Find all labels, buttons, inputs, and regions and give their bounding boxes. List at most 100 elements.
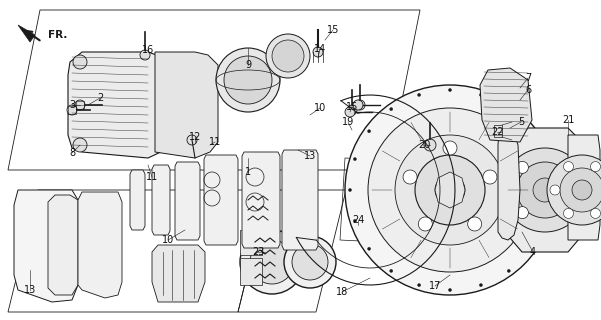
Circle shape [529,247,532,250]
Text: 11: 11 [209,137,221,147]
Circle shape [468,217,481,231]
Polygon shape [505,128,585,252]
Polygon shape [18,25,35,42]
Circle shape [591,162,600,172]
Text: 17: 17 [429,281,441,291]
Circle shape [75,100,85,110]
Polygon shape [435,172,465,208]
Polygon shape [68,52,172,158]
Text: 5: 5 [518,117,524,127]
Circle shape [529,130,532,133]
Polygon shape [155,52,218,158]
Text: 6: 6 [525,85,531,95]
Circle shape [349,188,352,191]
Text: 15: 15 [327,25,339,35]
Circle shape [424,139,436,151]
Circle shape [533,178,557,202]
Circle shape [561,161,573,173]
Circle shape [564,208,573,218]
Circle shape [517,162,573,218]
Circle shape [516,207,528,219]
Circle shape [353,100,363,110]
Circle shape [389,269,392,272]
Circle shape [353,157,356,161]
Circle shape [544,220,546,222]
Circle shape [345,107,355,117]
Circle shape [395,135,505,245]
Circle shape [313,47,323,57]
Text: 13: 13 [24,285,36,295]
Circle shape [418,93,421,96]
Polygon shape [152,245,205,302]
Circle shape [549,188,552,191]
Circle shape [345,85,555,295]
Circle shape [224,56,272,104]
Circle shape [73,138,87,152]
Text: 3: 3 [69,100,75,110]
Text: 10: 10 [314,103,326,113]
Polygon shape [498,110,520,240]
Text: 14: 14 [314,44,326,54]
Circle shape [418,217,432,231]
Text: 7: 7 [525,73,531,83]
Circle shape [266,34,310,78]
Text: 22: 22 [491,127,503,137]
Polygon shape [152,165,170,235]
Circle shape [67,105,77,115]
Circle shape [516,161,528,173]
Circle shape [355,100,365,110]
Circle shape [564,162,573,172]
Text: 15: 15 [346,102,358,112]
Circle shape [292,244,328,280]
Text: 20: 20 [418,140,430,150]
Circle shape [140,50,150,60]
Text: 18: 18 [336,287,348,297]
Circle shape [272,40,304,72]
Circle shape [240,230,304,294]
Text: 21: 21 [562,115,574,125]
Polygon shape [78,192,122,298]
Circle shape [572,180,592,200]
Circle shape [483,170,497,184]
Polygon shape [175,162,200,240]
Circle shape [418,284,421,287]
Circle shape [507,108,510,111]
Text: 1: 1 [245,167,251,177]
Circle shape [480,284,483,287]
Circle shape [353,220,356,222]
Text: 2: 2 [97,93,103,103]
Text: 13: 13 [304,151,316,161]
Circle shape [547,155,601,225]
Circle shape [503,148,587,232]
Text: 12: 12 [189,132,201,142]
Circle shape [73,55,87,69]
Circle shape [284,236,336,288]
Polygon shape [204,155,238,245]
Polygon shape [242,152,280,248]
Text: 24: 24 [352,215,364,225]
Circle shape [550,185,560,195]
Text: 9: 9 [245,60,251,70]
Polygon shape [240,258,262,285]
Circle shape [544,157,546,161]
Circle shape [591,208,600,218]
Circle shape [216,48,280,112]
Text: 11: 11 [146,172,158,182]
Circle shape [480,93,483,96]
Circle shape [435,175,465,205]
Circle shape [403,170,417,184]
Circle shape [368,247,371,250]
Polygon shape [282,150,318,250]
Circle shape [347,105,357,115]
Circle shape [561,207,573,219]
Polygon shape [480,68,532,142]
Text: 23: 23 [252,247,264,257]
Text: 8: 8 [69,148,75,158]
Polygon shape [568,135,600,240]
Polygon shape [240,230,262,255]
Text: FR.: FR. [48,30,67,40]
Circle shape [560,168,601,212]
Circle shape [389,108,392,111]
Circle shape [368,130,371,133]
Circle shape [443,141,457,155]
